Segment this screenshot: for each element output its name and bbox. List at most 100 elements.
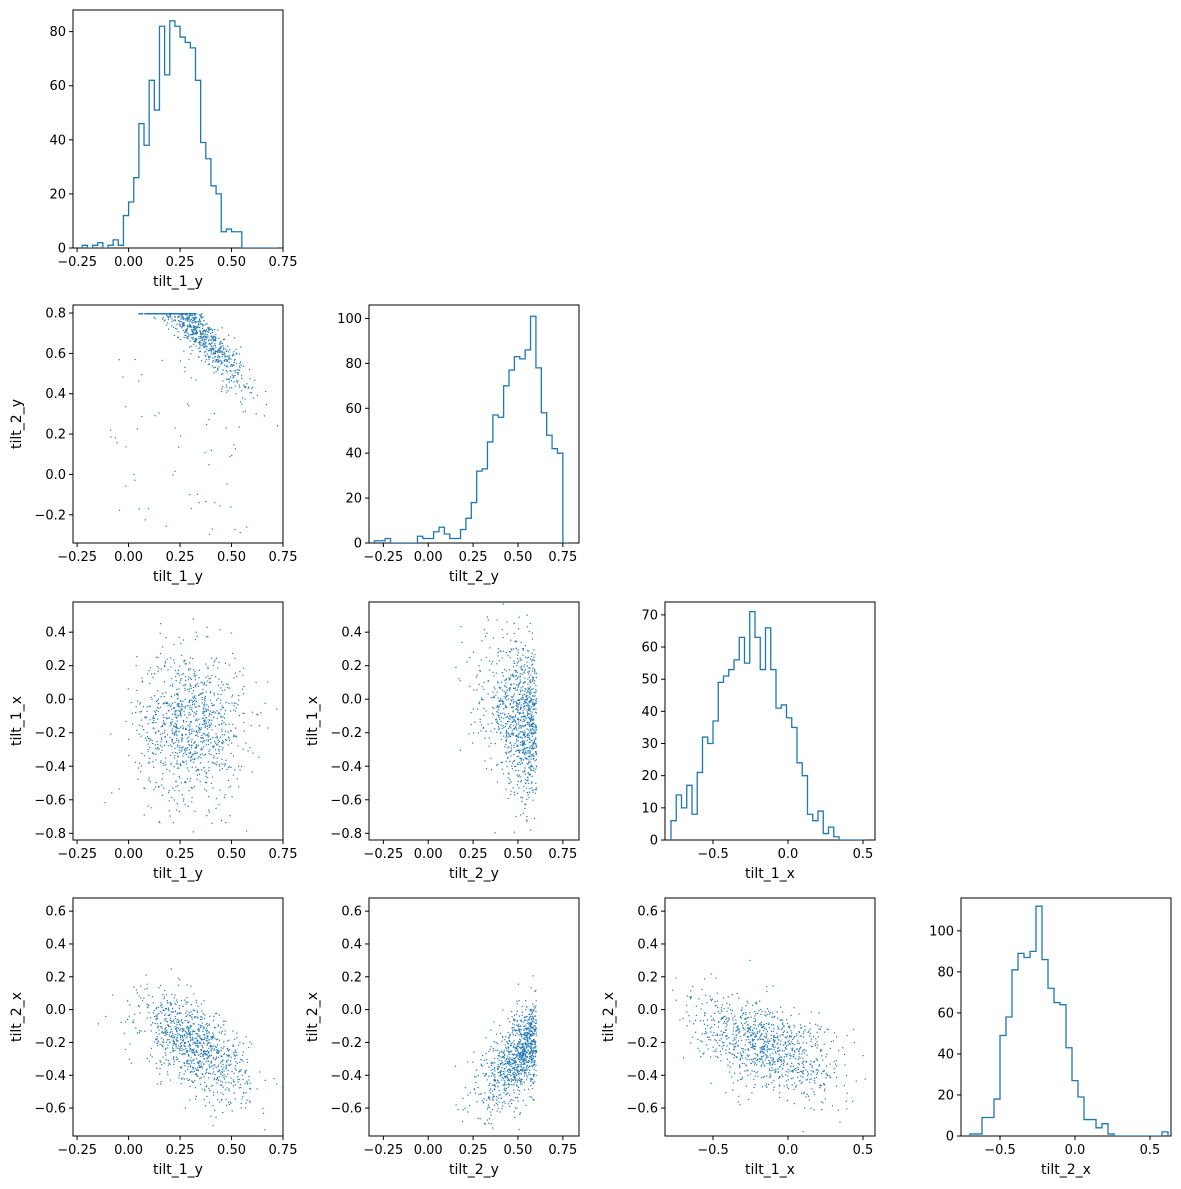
scatter-point xyxy=(174,734,176,736)
scatter-point xyxy=(164,724,166,726)
scatter-point xyxy=(147,508,150,510)
scatter-point xyxy=(215,1066,217,1068)
scatter-point xyxy=(493,696,495,699)
scatter-point xyxy=(221,386,224,388)
scatter-point xyxy=(523,771,526,773)
scatter-point xyxy=(518,684,520,686)
scatter-point xyxy=(205,676,207,678)
scatter-point xyxy=(216,360,218,362)
scatter-point xyxy=(531,1031,534,1033)
scatter-point xyxy=(218,711,220,713)
scatter-point xyxy=(203,719,206,721)
scatter-point xyxy=(222,747,224,749)
scatter-point xyxy=(497,711,499,714)
scatter-point xyxy=(521,1068,523,1071)
scatter-point xyxy=(511,1079,513,1081)
scatter-point xyxy=(208,356,211,358)
scatter-point xyxy=(234,358,236,361)
scatter-point xyxy=(530,731,533,733)
scatter-point xyxy=(529,1057,531,1060)
scatter-point xyxy=(504,1087,506,1089)
scatter-point xyxy=(240,1059,242,1061)
scatter-point xyxy=(528,1073,530,1076)
scatter-point xyxy=(202,740,204,743)
scatter-point xyxy=(210,349,212,352)
scatter-point xyxy=(518,727,520,729)
scatter-point xyxy=(524,705,526,707)
scatter-point xyxy=(533,1073,536,1076)
scatter-point xyxy=(190,721,192,723)
scatter-point xyxy=(531,739,533,741)
scatter-point xyxy=(217,1056,220,1059)
scatter-point xyxy=(524,1050,526,1052)
scatter-point xyxy=(193,730,195,732)
scatter-point xyxy=(212,353,214,355)
scatter-point xyxy=(472,742,474,744)
scatter-point xyxy=(210,353,212,355)
scatter-point xyxy=(170,313,172,315)
scatter-point xyxy=(516,1020,518,1022)
scatter-point xyxy=(534,792,537,794)
scatter-point xyxy=(216,356,219,358)
scatter-point xyxy=(533,1006,535,1008)
scatter-point xyxy=(498,1059,500,1062)
scatter-point xyxy=(194,810,196,812)
scatter-point xyxy=(529,1008,531,1011)
scatter-point xyxy=(533,1025,535,1027)
scatter-point xyxy=(135,706,137,708)
scatter-point xyxy=(162,714,164,716)
scatter-point xyxy=(229,456,231,458)
scatter-point xyxy=(528,708,530,710)
scatter-point xyxy=(182,755,184,757)
scatter-point xyxy=(161,794,163,796)
scatter-point xyxy=(232,1030,234,1032)
scatter-point xyxy=(214,340,217,342)
scatter-point xyxy=(181,734,183,736)
scatter-point xyxy=(188,1063,191,1065)
scatter-point xyxy=(169,1041,171,1043)
scatter-point xyxy=(511,1032,513,1034)
scatter-point xyxy=(245,1107,247,1109)
scatter-point xyxy=(249,378,251,380)
scatter-point xyxy=(177,1033,179,1035)
scatter-point xyxy=(210,782,213,784)
scatter-point xyxy=(188,1032,191,1034)
scatter-point xyxy=(527,779,529,781)
scatter-point xyxy=(190,1048,192,1050)
scatter-point xyxy=(505,752,508,755)
x-tick-label: 0.00 xyxy=(114,255,143,270)
scatter-point xyxy=(187,1032,189,1034)
scatter-point xyxy=(482,1072,484,1075)
scatter-point xyxy=(203,1058,205,1060)
scatter-point xyxy=(524,664,526,666)
scatter-point xyxy=(509,656,511,659)
scatter-point xyxy=(155,1015,157,1017)
scatter-point xyxy=(519,713,521,715)
scatter-point xyxy=(176,1059,178,1061)
scatter-point xyxy=(527,733,529,735)
scatter-point xyxy=(184,1070,186,1072)
scatter-point xyxy=(529,679,532,681)
scatter-point xyxy=(179,1042,182,1044)
scatter-point xyxy=(497,722,499,724)
scatter-point xyxy=(221,720,223,722)
scatter-point xyxy=(197,735,199,738)
scatter-point xyxy=(199,1060,201,1062)
scatter-point xyxy=(244,1072,246,1074)
scatter-point xyxy=(510,1062,512,1064)
scatter-point xyxy=(159,1073,161,1075)
scatter-point xyxy=(516,1019,518,1022)
scatter-point xyxy=(173,733,175,735)
scatter-point xyxy=(515,708,517,710)
scatter-point xyxy=(194,706,196,708)
scatter-point xyxy=(521,1054,523,1056)
scatter-point xyxy=(147,751,149,753)
scatter-point xyxy=(163,1062,165,1064)
scatter-point xyxy=(186,325,188,327)
scatter-point xyxy=(176,1026,178,1028)
scatter-point xyxy=(205,773,207,775)
scatter-point xyxy=(155,721,157,724)
scatter-point xyxy=(500,732,502,734)
scatter-point xyxy=(526,1037,529,1039)
scatter-point xyxy=(240,1102,242,1105)
